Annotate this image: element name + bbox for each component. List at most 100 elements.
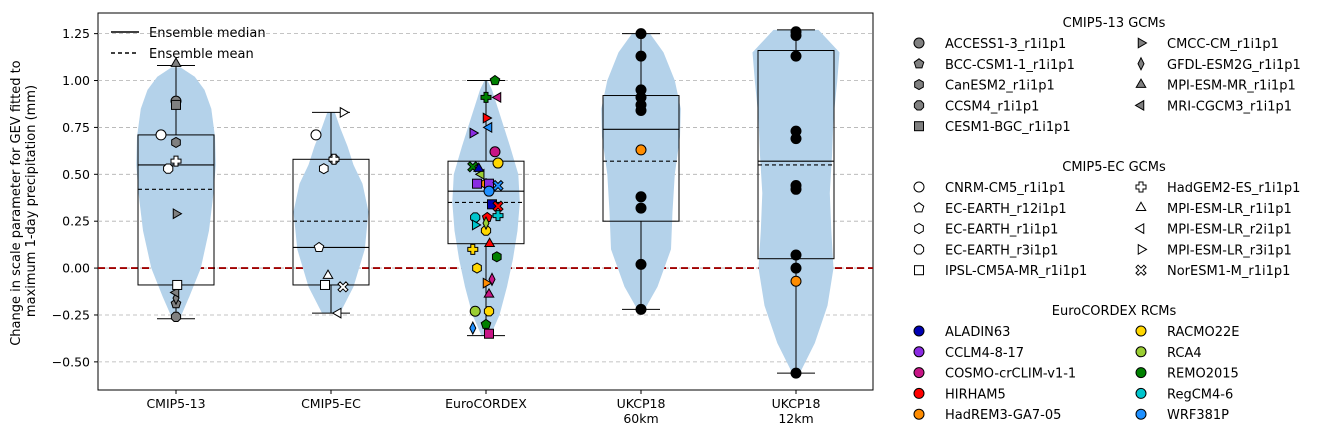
legend-median-label: Ensemble median	[149, 26, 266, 41]
data-point	[171, 99, 181, 110]
data-point	[484, 328, 494, 339]
data-point	[320, 279, 330, 290]
data-point	[635, 191, 647, 203]
data-point	[163, 163, 174, 174]
plot-area: −0.50 −0.25 0.00 0.25 0.50 0.75 1.00 1.25 CMIP5-…	[52, 12, 874, 426]
data-point	[790, 183, 802, 195]
data-point	[467, 243, 479, 255]
violin	[752, 29, 840, 374]
group-1	[292, 106, 370, 319]
data-point	[790, 367, 802, 379]
legend-label: REMO2015	[1167, 367, 1239, 382]
data-point	[790, 133, 802, 145]
data-point	[483, 287, 495, 298]
data-point	[489, 74, 501, 86]
data-point	[790, 30, 802, 42]
legend-marker	[1135, 264, 1147, 276]
legend-label: MPI-ESM-LR_r2i1p1	[1167, 223, 1292, 238]
legend-marker	[913, 346, 925, 358]
x-tick-label: 12km	[778, 411, 813, 426]
legend-section-title: CMIP5-13 GCMs	[1063, 16, 1166, 31]
y-tick-label: 0.50	[62, 167, 90, 182]
inner-legend: Ensemble median Ensemble mean	[111, 26, 266, 62]
legend-label: ALADIN63	[945, 325, 1010, 340]
group-4	[752, 26, 840, 379]
data-point	[328, 153, 340, 165]
y-tick-label: −0.25	[52, 307, 90, 322]
data-point	[172, 279, 183, 290]
data-point	[635, 303, 647, 315]
data-point	[492, 210, 504, 222]
violin	[452, 80, 520, 336]
data-point	[790, 275, 802, 287]
legend-marker	[913, 244, 925, 255]
data-point	[469, 127, 480, 139]
y-tick-label: 0.75	[62, 120, 90, 135]
legend-marker	[1135, 408, 1147, 420]
data-point	[635, 50, 647, 62]
legend-label: CanESM2_r1i1p1	[945, 79, 1055, 94]
legend-marker	[1135, 181, 1147, 193]
y-tick-label: −0.50	[52, 354, 90, 369]
data-point	[635, 258, 647, 270]
data-point	[170, 57, 182, 67]
data-point	[480, 318, 492, 329]
data-point	[635, 105, 647, 117]
legend-marker	[1137, 56, 1145, 71]
data-point	[337, 281, 349, 293]
data-point	[480, 91, 492, 103]
legend-label: MPI-ESM-LR_r3i1p1	[1167, 243, 1292, 258]
data-point	[482, 112, 493, 124]
legend-marker	[1137, 243, 1148, 256]
data-point	[339, 106, 350, 119]
legend-marker	[914, 121, 924, 132]
legend-label: CCSM4_r1i1p1	[945, 99, 1039, 114]
legend-marker	[914, 79, 924, 91]
legend-label: BCC-CSM1-1_r1i1p1	[945, 58, 1075, 73]
legend-label: RACMO22E	[1167, 325, 1239, 340]
data-point	[480, 225, 492, 236]
legend-marker	[1135, 78, 1147, 88]
data-point	[469, 320, 477, 336]
legend-label: RCA4	[1167, 346, 1202, 361]
data-point	[482, 277, 493, 289]
legend-label: NorESM1-M_r1i1p1	[1167, 264, 1290, 279]
legend-marker	[1135, 325, 1147, 337]
legend-label: HadREM3-GA7-05	[945, 408, 1061, 423]
legend-label: CCLM4-8-17	[945, 346, 1024, 361]
data-point	[790, 50, 802, 62]
legend-marker	[913, 37, 925, 49]
legend-marker	[913, 100, 925, 111]
data-point	[169, 286, 180, 299]
legend-marker	[1135, 201, 1147, 212]
data-point	[483, 306, 495, 317]
data-point	[482, 215, 490, 231]
data-point	[491, 251, 502, 263]
legend-mean-label: Ensemble mean	[149, 47, 254, 62]
data-point	[172, 208, 183, 220]
legend-marker	[913, 181, 925, 193]
data-point	[471, 219, 482, 231]
legend-label: GFDL-ESM2G_r1i1p1	[1167, 58, 1301, 73]
legend-marker	[914, 265, 924, 276]
x-tick-label: EuroCORDEX	[445, 396, 527, 411]
data-point	[313, 241, 325, 253]
legend-marker	[1134, 99, 1145, 112]
legend-marker	[913, 367, 925, 379]
data-point	[318, 163, 329, 175]
legend-label: IPSL-CM5A-MR_r1i1p1	[945, 264, 1087, 279]
data-point	[483, 185, 495, 197]
legend-label: MPI-ESM-LR_r1i1p1	[1167, 202, 1292, 217]
legend-label: EC-EARTH_r12i1p1	[945, 202, 1067, 217]
data-point	[473, 162, 485, 172]
legend-label: HadGEM2-ES_r1i1p1	[1167, 181, 1300, 196]
group-2	[447, 74, 525, 339]
data-point	[170, 155, 182, 167]
y-tick-label: 0.00	[62, 261, 90, 276]
data-point	[790, 249, 802, 261]
data-point	[469, 305, 481, 317]
group-0	[136, 57, 216, 322]
legend-label: CESM1-BGC_r1i1p1	[945, 120, 1071, 135]
legend-label: MPI-ESM-MR_r1i1p1	[1167, 79, 1296, 94]
